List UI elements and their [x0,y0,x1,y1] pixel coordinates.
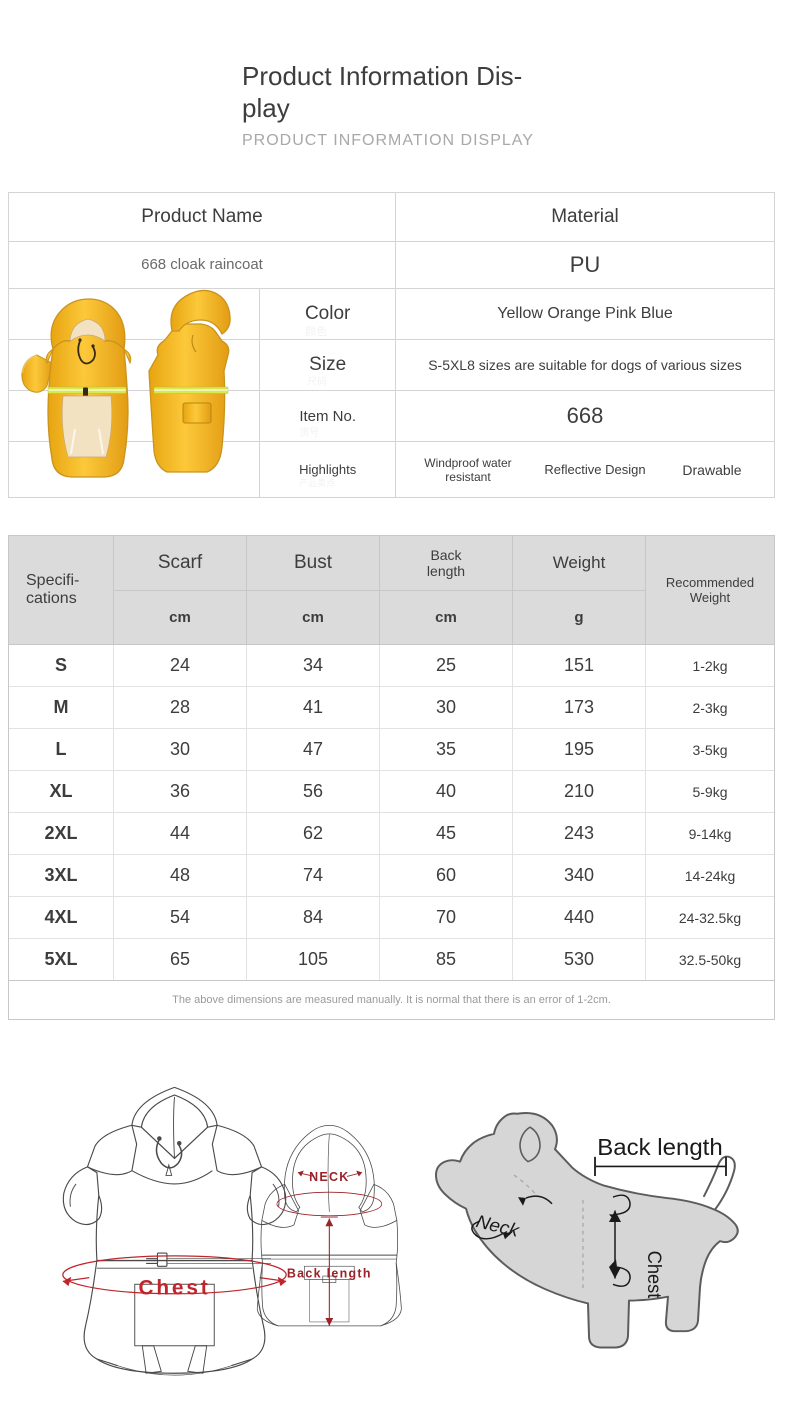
svg-text:Back length: Back length [287,1266,372,1280]
svg-text:Back length: Back length [597,1134,722,1159]
svg-text:Chest: Chest [138,1277,210,1300]
svg-text:Chest: Chest [644,1251,665,1299]
svg-text:NECK: NECK [309,1170,349,1184]
